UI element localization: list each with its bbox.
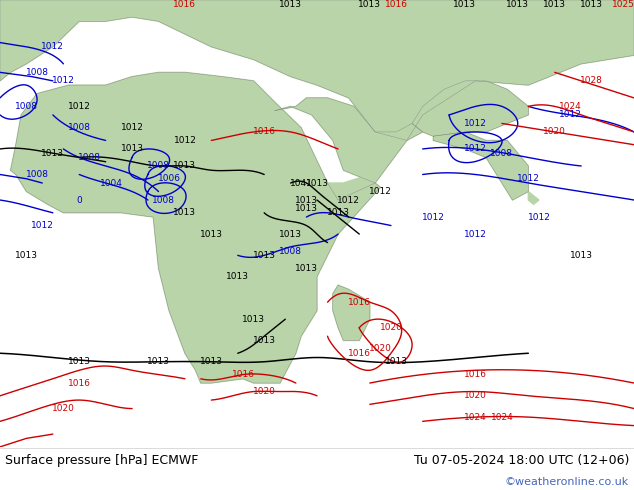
Text: 1020: 1020 bbox=[52, 404, 75, 413]
Text: 1012: 1012 bbox=[464, 230, 487, 239]
Text: 1028: 1028 bbox=[580, 76, 603, 85]
Text: ©weatheronline.co.uk: ©weatheronline.co.uk bbox=[505, 477, 629, 487]
Text: 1008: 1008 bbox=[25, 68, 48, 77]
Text: 1013: 1013 bbox=[327, 208, 349, 217]
Text: 1012: 1012 bbox=[422, 213, 444, 221]
Text: 1041: 1041 bbox=[290, 178, 313, 188]
Text: 1012: 1012 bbox=[68, 102, 91, 111]
Text: 1016: 1016 bbox=[231, 370, 254, 379]
Text: 1006: 1006 bbox=[158, 174, 181, 183]
Text: 1013: 1013 bbox=[507, 0, 529, 9]
Text: 1013: 1013 bbox=[295, 264, 318, 272]
Text: 1012: 1012 bbox=[369, 187, 392, 196]
Text: 1013: 1013 bbox=[200, 357, 223, 366]
Text: 1008: 1008 bbox=[68, 123, 91, 132]
Text: 1012: 1012 bbox=[41, 42, 64, 51]
Text: 1013: 1013 bbox=[279, 0, 302, 9]
Text: 1008: 1008 bbox=[25, 170, 48, 179]
Text: 1012: 1012 bbox=[464, 145, 487, 153]
Text: 1013: 1013 bbox=[253, 251, 276, 260]
Text: Surface pressure [hPa] ECMWF: Surface pressure [hPa] ECMWF bbox=[5, 454, 198, 467]
Text: 1012: 1012 bbox=[464, 119, 487, 128]
Text: 1016: 1016 bbox=[348, 298, 371, 307]
Polygon shape bbox=[328, 174, 375, 200]
Text: 1016: 1016 bbox=[348, 349, 371, 358]
Text: 1024: 1024 bbox=[559, 102, 582, 111]
Text: 1016: 1016 bbox=[174, 0, 197, 9]
Polygon shape bbox=[412, 81, 528, 136]
Text: 1013: 1013 bbox=[279, 230, 302, 239]
Text: 1024: 1024 bbox=[464, 413, 487, 421]
Text: 1020: 1020 bbox=[253, 387, 276, 396]
Text: 1013: 1013 bbox=[15, 251, 38, 260]
Text: 1012: 1012 bbox=[52, 76, 75, 85]
Text: 1013: 1013 bbox=[226, 272, 249, 281]
Text: 1012: 1012 bbox=[31, 221, 54, 230]
Text: 1013: 1013 bbox=[453, 0, 476, 9]
Text: 1008: 1008 bbox=[15, 102, 38, 111]
Text: 1013: 1013 bbox=[242, 315, 265, 324]
Text: 1012: 1012 bbox=[337, 196, 360, 204]
Text: 1008: 1008 bbox=[147, 162, 170, 171]
Text: 1020: 1020 bbox=[464, 392, 487, 400]
Text: 1012: 1012 bbox=[174, 136, 197, 145]
Text: 1020: 1020 bbox=[380, 323, 403, 332]
Text: 1016: 1016 bbox=[253, 127, 276, 136]
Polygon shape bbox=[333, 285, 370, 341]
Polygon shape bbox=[433, 132, 528, 200]
Text: 1016: 1016 bbox=[68, 379, 91, 388]
Text: 1013: 1013 bbox=[68, 357, 91, 366]
Text: 1020: 1020 bbox=[543, 127, 566, 136]
Text: 1013: 1013 bbox=[580, 0, 603, 9]
Text: 1025: 1025 bbox=[612, 0, 634, 9]
Text: 1020: 1020 bbox=[369, 344, 392, 353]
Polygon shape bbox=[11, 73, 380, 383]
Text: 1008: 1008 bbox=[279, 246, 302, 256]
Text: 1013: 1013 bbox=[295, 196, 318, 204]
Text: 1013: 1013 bbox=[253, 336, 276, 345]
Text: 1016: 1016 bbox=[464, 370, 487, 379]
Text: 1008: 1008 bbox=[491, 149, 514, 158]
Text: 1024: 1024 bbox=[491, 413, 514, 421]
Text: 1013: 1013 bbox=[295, 204, 318, 213]
Text: 1012: 1012 bbox=[559, 110, 582, 120]
Text: 1013: 1013 bbox=[306, 178, 328, 188]
Text: 1004: 1004 bbox=[100, 178, 122, 188]
Text: 1012: 1012 bbox=[527, 213, 550, 221]
Polygon shape bbox=[275, 98, 423, 183]
Text: 1013: 1013 bbox=[570, 251, 593, 260]
Text: 1008: 1008 bbox=[79, 153, 101, 162]
Text: 0: 0 bbox=[76, 196, 82, 204]
Text: 1012: 1012 bbox=[517, 174, 540, 183]
Text: 1013: 1013 bbox=[147, 357, 170, 366]
Polygon shape bbox=[528, 192, 539, 204]
Text: 1013: 1013 bbox=[120, 145, 143, 153]
Text: Tu 07-05-2024 18:00 UTC (12+06): Tu 07-05-2024 18:00 UTC (12+06) bbox=[413, 454, 629, 467]
Text: 1013: 1013 bbox=[543, 0, 566, 9]
Text: 1008: 1008 bbox=[152, 196, 175, 204]
Text: 1013: 1013 bbox=[41, 149, 64, 158]
Text: 1013: 1013 bbox=[174, 162, 197, 171]
Text: 1016: 1016 bbox=[385, 0, 408, 9]
Text: 1013: 1013 bbox=[174, 208, 197, 217]
Text: 1013: 1013 bbox=[200, 230, 223, 239]
Text: 1013: 1013 bbox=[358, 0, 381, 9]
Text: 1013: 1013 bbox=[385, 357, 408, 366]
Polygon shape bbox=[0, 0, 634, 141]
Text: 1012: 1012 bbox=[120, 123, 143, 132]
